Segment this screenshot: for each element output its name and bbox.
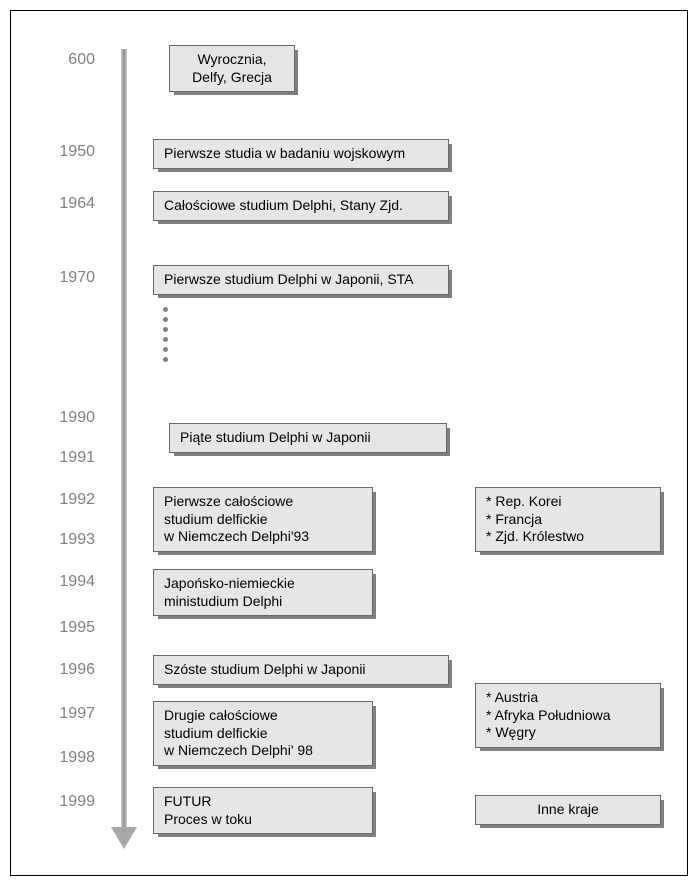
dot-icon (163, 357, 168, 362)
year-label: 1993 (47, 531, 95, 549)
dot-icon (163, 317, 168, 322)
timeline-box: Szóste studium Delphi w Japonii (153, 655, 449, 685)
timeline-box: Pierwsze całościowe studium delfickie w … (153, 487, 373, 552)
timeline-box-text: Piąte studium Delphi w Japonii (180, 429, 371, 445)
year-label: 1999 (47, 793, 95, 811)
year-label: 1990 (47, 409, 95, 427)
timeline-box-text: Drugie całościowe studium delfickie w Ni… (164, 707, 313, 758)
year-label: 1994 (47, 573, 95, 591)
timeline-box: Pierwsze studia w badaniu wojskowym (153, 139, 449, 169)
dot-icon (163, 337, 168, 342)
timeline-box: * Austria * Afryka Południowa * Węgry (475, 683, 661, 748)
year-label: 1964 (47, 195, 95, 213)
timeline-box-text: Inne kraje (537, 801, 598, 817)
timeline-box: * Rep. Korei * Francja * Zjd. Królestwo (475, 487, 661, 552)
timeline-box-text: Szóste studium Delphi w Japonii (164, 661, 366, 677)
timeline-box-text: Całościowe studium Delphi, Stany Zjd. (164, 197, 403, 213)
timeline-box: Japońsko-niemieckie ministudium Delphi (153, 569, 373, 616)
timeline-arrow-head (111, 827, 137, 849)
year-label: 1950 (47, 143, 95, 161)
timeline-box: Inne kraje (475, 795, 661, 825)
timeline-box-text: Pierwsze całościowe studium delfickie w … (164, 493, 309, 544)
timeline-box-text: * Austria * Afryka Południowa * Węgry (486, 689, 611, 740)
diagram-frame: 600 1950 1964 1970 1990 1991 1992 1993 1994 1995 1… (10, 10, 688, 876)
timeline-box: Całościowe studium Delphi, Stany Zjd. (153, 191, 449, 221)
timeline-box: Piąte studium Delphi w Japonii (169, 423, 447, 453)
timeline-box: FUTUR Proces w toku (153, 787, 373, 834)
timeline-box-text: Wyrocznia, Delfy, Grecja (192, 51, 272, 85)
year-label: 1991 (47, 449, 95, 467)
timeline-arrow-line (121, 49, 127, 829)
timeline-box: Wyrocznia, Delfy, Grecja (169, 45, 295, 92)
dot-icon (163, 307, 168, 312)
year-label: 1996 (47, 661, 95, 679)
timeline-box-text: Pierwsze studium Delphi w Japonii, STA (164, 271, 414, 287)
year-label: 600 (47, 51, 95, 69)
year-label: 1998 (47, 749, 95, 767)
timeline-box: Pierwsze studium Delphi w Japonii, STA (153, 265, 449, 295)
timeline-box-text: * Rep. Korei * Francja * Zjd. Królestwo (486, 493, 584, 544)
year-label: 1997 (47, 705, 95, 723)
year-label: 1992 (47, 491, 95, 509)
dot-icon (163, 347, 168, 352)
timeline-box: Drugie całościowe studium delfickie w Ni… (153, 701, 373, 766)
timeline-box-text: Japońsko-niemieckie ministudium Delphi (164, 575, 295, 609)
year-label: 1995 (47, 619, 95, 637)
timeline-box-text: Pierwsze studia w badaniu wojskowym (164, 145, 405, 161)
year-label: 1970 (47, 269, 95, 287)
timeline-box-text: FUTUR Proces w toku (164, 793, 252, 827)
timeline-container: 600 1950 1964 1970 1990 1991 1992 1993 1994 1995 1… (25, 39, 673, 847)
ellipsis-dots (163, 307, 168, 362)
dot-icon (163, 327, 168, 332)
